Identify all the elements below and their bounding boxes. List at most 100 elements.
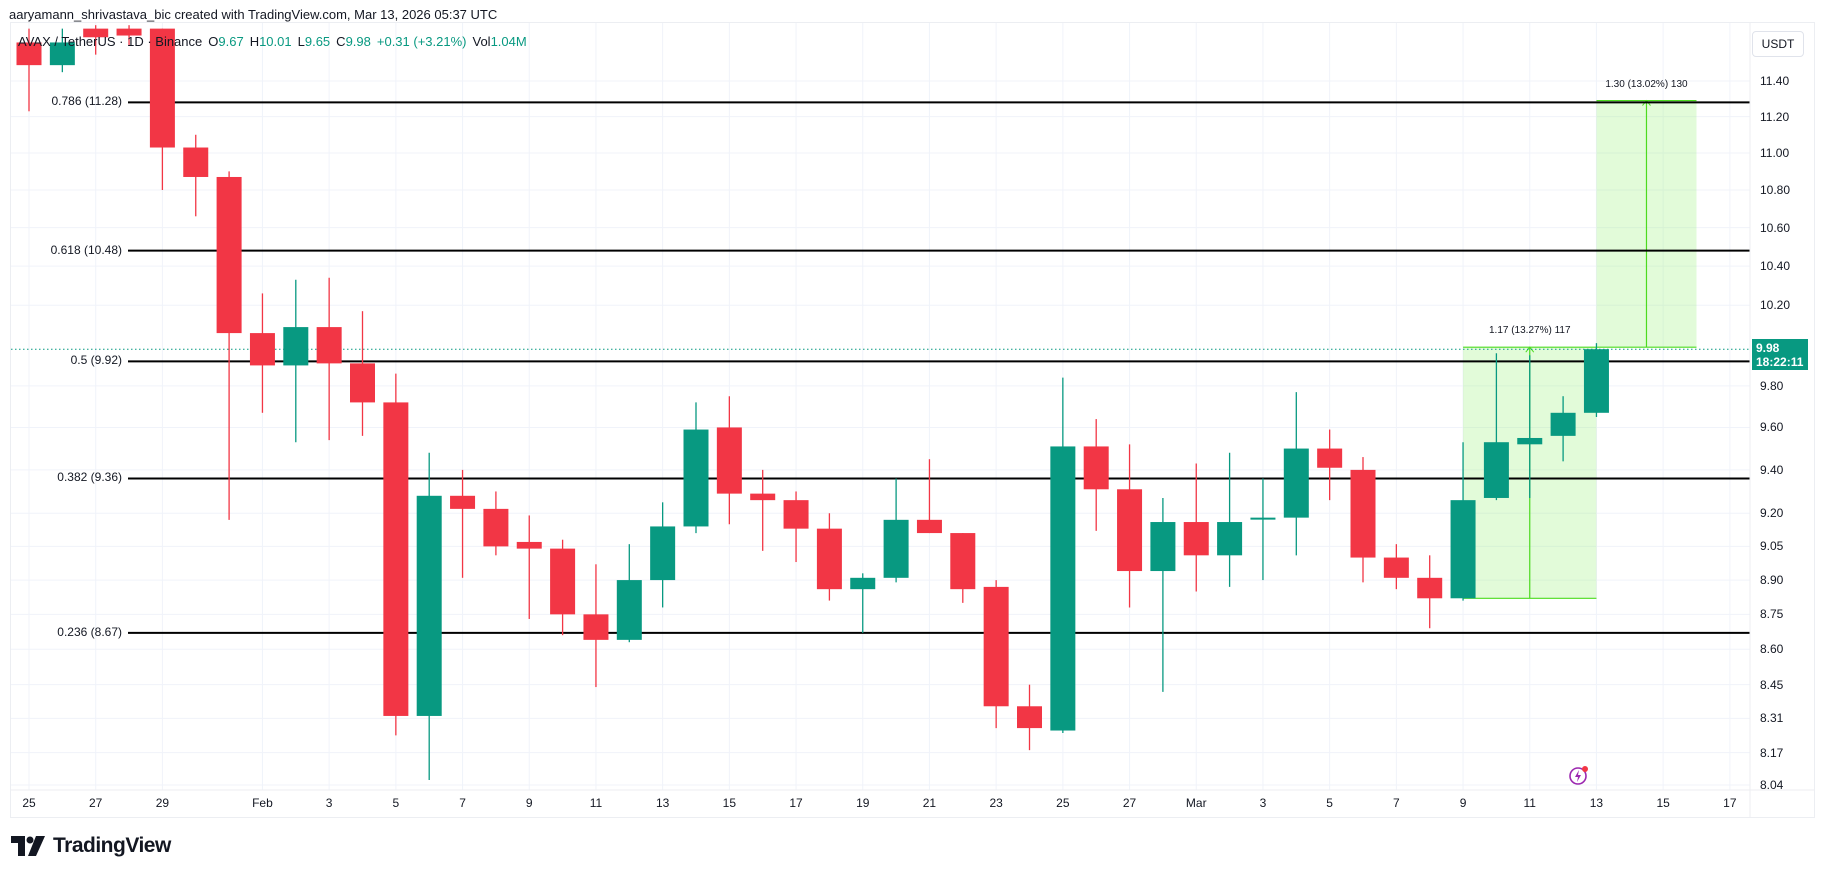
candle-body[interactable]: [1583, 349, 1609, 413]
candle-body[interactable]: [1217, 522, 1243, 556]
candle-body[interactable]: [1183, 522, 1209, 556]
candle-body[interactable]: [16, 42, 42, 66]
fib-level-label: 0.5 (9.92): [70, 353, 122, 368]
volume-label: Vol: [472, 34, 491, 49]
time-tick-label: 5: [1326, 796, 1333, 810]
price-tick-label: 8.75: [1760, 607, 1784, 622]
close-label: C: [336, 34, 346, 49]
candle-body[interactable]: [316, 327, 342, 364]
candle-body[interactable]: [1050, 446, 1076, 731]
candle-body[interactable]: [1150, 522, 1176, 572]
candle-body[interactable]: [1083, 446, 1109, 490]
time-tick-label: 19: [856, 796, 870, 810]
candle-body[interactable]: [816, 528, 842, 590]
time-tick-label: 7: [1393, 796, 1400, 810]
candle-body[interactable]: [750, 493, 776, 501]
time-tick-label: 27: [89, 796, 103, 810]
candle-body[interactable]: [950, 533, 976, 590]
time-tick-label: 13: [655, 796, 670, 810]
candle-body[interactable]: [1417, 577, 1443, 599]
price-tick-label: 11.00: [1760, 146, 1790, 160]
candle-body[interactable]: [249, 333, 275, 366]
candle-body[interactable]: [1350, 469, 1376, 558]
time-tick-label: 9: [1459, 796, 1467, 810]
time-tick-label: 7: [459, 796, 466, 810]
candle-body[interactable]: [1517, 437, 1543, 445]
time-tick-label: 17: [789, 796, 803, 810]
time-tick-label: 15: [722, 796, 737, 810]
price-tick-label: 8.31: [1760, 711, 1784, 726]
candle-body[interactable]: [450, 495, 476, 509]
time-tick-label: 25: [22, 796, 36, 810]
open-value: 9.67: [218, 34, 244, 49]
close-value: 9.98: [345, 34, 371, 49]
candle-body[interactable]: [616, 580, 642, 640]
candle-body[interactable]: [1283, 448, 1309, 518]
candle-body[interactable]: [183, 147, 209, 177]
candle-body[interactable]: [550, 548, 576, 615]
current-price: 9.98: [1756, 341, 1780, 355]
candle-body[interactable]: [1450, 500, 1476, 599]
price-tick-label: 10.20: [1760, 298, 1791, 313]
candle-body[interactable]: [850, 577, 876, 590]
candle-body[interactable]: [416, 495, 442, 716]
arrow-up-icon: [1525, 346, 1535, 353]
fib-level-label: 0.382 (9.36): [57, 470, 122, 485]
candle-body[interactable]: [583, 614, 609, 640]
candle-body[interactable]: [883, 519, 909, 578]
volume-value: 1.04M: [490, 34, 527, 49]
candle-body[interactable]: [516, 541, 542, 549]
time-tick-label: 5: [392, 796, 400, 810]
price-tick-label: 9.80: [1760, 378, 1784, 393]
time-tick-label: Mar: [1185, 796, 1207, 810]
time-tick-label: 15: [1656, 796, 1670, 810]
candle-body[interactable]: [483, 508, 509, 547]
time-tick-label: 25: [1056, 796, 1070, 810]
candle-body[interactable]: [783, 500, 809, 529]
price-tick-label: 10.80: [1760, 182, 1791, 197]
time-tick-label: 13: [1589, 796, 1604, 810]
time-tick-label: 11: [1523, 796, 1536, 810]
time-tick-label: 23: [989, 796, 1003, 810]
candle-body[interactable]: [1383, 557, 1409, 578]
candle-body[interactable]: [1250, 517, 1276, 520]
current-price-tag: 9.98 18:22:11: [1752, 339, 1808, 370]
price-tick-label: 9.40: [1760, 462, 1784, 477]
candle-body[interactable]: [1317, 448, 1343, 468]
candle-body[interactable]: [149, 28, 175, 148]
time-tick-label: 3: [1259, 796, 1267, 810]
candle-body[interactable]: [916, 519, 942, 534]
price-tick-label: 10.40: [1760, 259, 1791, 274]
chart-frame: [10, 22, 1815, 818]
candle-body[interactable]: [1017, 706, 1042, 729]
bar-countdown: 18:22:11: [1756, 355, 1804, 369]
candle-body[interactable]: [283, 327, 309, 366]
candle-body[interactable]: [116, 28, 142, 36]
candle-body[interactable]: [49, 42, 75, 66]
tradingview-logo-icon: [11, 836, 45, 856]
chart-credit: aaryamann_shrivastava_bic created with T…: [9, 7, 498, 22]
alert-lightning-icon[interactable]: [1568, 764, 1590, 786]
candle-body[interactable]: [1550, 412, 1576, 436]
fib-level-label: 0.786 (11.28): [51, 94, 123, 109]
symbol-name[interactable]: AVAX / TetherUS · 1D · Binance: [18, 34, 203, 49]
candle-body[interactable]: [716, 427, 742, 494]
candle-body[interactable]: [350, 363, 375, 403]
candle-body[interactable]: [216, 176, 242, 334]
candles: [16, 25, 1609, 780]
measure-label: 1.30 (13.02%) 130: [1605, 78, 1688, 90]
candle-body[interactable]: [1483, 442, 1509, 498]
candle-body[interactable]: [650, 526, 676, 581]
candle-body[interactable]: [683, 429, 709, 527]
candle-body[interactable]: [383, 402, 409, 716]
candle-body[interactable]: [983, 586, 1009, 707]
tradingview-logo[interactable]: TradingView: [11, 834, 171, 858]
time-tick-label: 21: [922, 796, 937, 810]
high-label: H: [249, 34, 260, 49]
candle-body[interactable]: [83, 28, 109, 38]
currency-button[interactable]: USDT: [1752, 31, 1804, 57]
time-tick-label: 27: [1122, 796, 1137, 810]
candle-body[interactable]: [1117, 489, 1143, 572]
time-tick-label: Feb: [252, 796, 273, 810]
